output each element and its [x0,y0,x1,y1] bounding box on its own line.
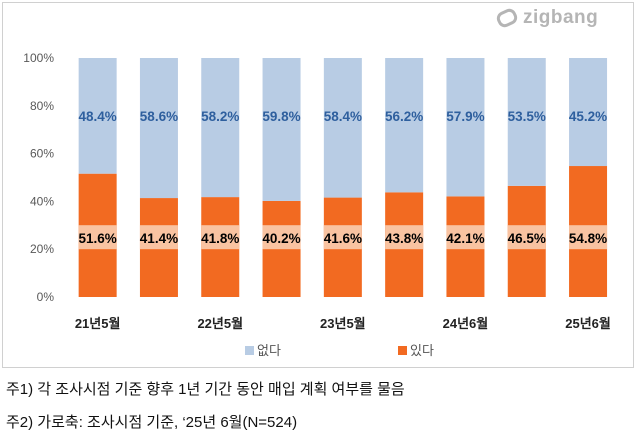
bar-none [507,58,546,186]
data-label-none: 58.2% [201,109,239,124]
y-tick-label: 80% [30,99,54,113]
data-label-none: 59.8% [262,109,300,124]
stacked-bar-chart: 0% 20% 40% 60% 80% 100% 51.6% 48.4% 21년5월 41.4% 58… [23,51,611,331]
data-label-yes: 41.6% [324,231,362,246]
bar-none [446,58,485,197]
y-tick-label: 0% [37,290,55,304]
data-label-none: 57.9% [446,109,484,124]
bar-none [385,58,424,193]
data-label-yes: 51.6% [79,231,117,246]
data-label-yes: 54.8% [569,231,607,246]
data-label-yes: 46.5% [508,231,546,246]
data-label-bg [201,225,240,250]
data-label-none: 58.4% [324,109,362,124]
legend-item-none: 없다 [245,340,281,359]
data-label-bg [78,225,117,250]
data-label-none: 45.2% [569,109,607,124]
y-tick-label: 40% [30,194,54,208]
legend-label: 없다 [257,343,281,358]
bar-none [323,58,362,198]
data-label-yes: 43.8% [385,231,423,246]
data-label-bg [507,225,546,250]
data-label-yes: 42.1% [446,231,484,246]
data-label-none: 53.5% [508,109,546,124]
y-tick-label: 60% [30,147,54,161]
bar-none [78,58,117,174]
x-tick-label: 22년5월 [197,316,243,331]
data-label-none: 48.4% [79,109,117,124]
bar-none [569,58,608,167]
note-2: 주2) 가로축: 조사시점 기준, ‘25년 6월(N=524) [6,414,298,431]
data-label-bg [569,225,608,250]
legend-item-yes: 있다 [398,340,434,359]
x-tick-label: 25년6월 [565,316,611,331]
note-1: 주1) 각 조사시점 기준 향후 1년 기간 동안 매입 계획 여부를 물음 [6,381,405,398]
data-label-bg [385,225,424,250]
chart-frame [2,2,634,368]
data-label-bg [323,225,362,250]
x-tick-label: 21년5월 [75,316,121,331]
data-label-none: 56.2% [385,109,423,124]
data-label-bg [446,225,485,250]
zigbang-logo: zigbang [494,6,599,30]
bar-none [139,58,178,199]
data-label-bg [262,225,301,250]
y-tick-label: 100% [23,51,54,65]
data-label-yes: 41.4% [140,231,178,246]
bar-none [262,58,301,201]
logo-text: zigbang [523,7,599,28]
data-label-bg [139,225,178,250]
data-label-yes: 41.8% [201,231,239,246]
legend-swatch [398,346,407,355]
bar-none [201,58,240,198]
y-tick-label: 20% [30,242,54,256]
data-label-yes: 40.2% [262,231,300,246]
x-tick-label: 23년5월 [320,316,366,331]
x-tick-label: 24년6월 [443,316,489,331]
legend-swatch [245,346,254,355]
legend-label: 있다 [410,343,434,358]
data-label-none: 58.6% [140,109,178,124]
